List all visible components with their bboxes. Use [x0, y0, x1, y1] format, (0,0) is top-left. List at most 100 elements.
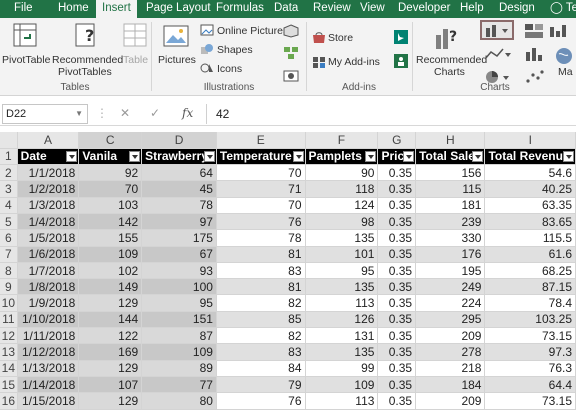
name-box[interactable]: D22 ▼: [2, 104, 88, 124]
cell[interactable]: 1/2/2018: [17, 180, 80, 198]
row-header[interactable]: 4: [0, 197, 18, 214]
cell[interactable]: 1/9/2018: [17, 294, 80, 312]
row-header[interactable]: 7: [0, 246, 18, 263]
cell[interactable]: 122: [78, 327, 143, 345]
cell[interactable]: 78.4: [484, 294, 576, 312]
column-header[interactable]: G: [377, 132, 417, 149]
row-header[interactable]: 14: [0, 360, 18, 377]
cell[interactable]: 115: [415, 180, 486, 198]
cell[interactable]: 78: [141, 197, 217, 214]
cell[interactable]: 0.35: [377, 180, 417, 198]
pivottable-button[interactable]: PivotTable: [2, 54, 51, 66]
tab-data[interactable]: Data: [274, 2, 299, 14]
column-header[interactable]: D: [141, 132, 217, 149]
cell[interactable]: 1/6/2018: [17, 246, 80, 263]
pie-chart-icon[interactable]: [483, 69, 513, 85]
smartart-icon[interactable]: [283, 46, 299, 60]
icons-button[interactable]: Icons: [217, 63, 243, 75]
formula-input[interactable]: 42: [216, 107, 230, 121]
cell[interactable]: 295: [415, 311, 486, 329]
bing-maps-icon[interactable]: [394, 30, 408, 44]
header-cell[interactable]: Total Revenue: [484, 148, 576, 166]
maps-icon[interactable]: [554, 46, 574, 66]
cell[interactable]: 97: [141, 213, 217, 231]
screenshot-icon[interactable]: [283, 68, 299, 82]
tab-insert[interactable]: Insert: [96, 0, 137, 18]
filter-dropdown-icon[interactable]: [563, 150, 574, 162]
filter-dropdown-icon[interactable]: [472, 150, 484, 162]
row-header[interactable]: 15: [0, 376, 18, 394]
cell[interactable]: 129: [78, 360, 143, 377]
maps-button[interactable]: Ma: [558, 66, 573, 78]
cell[interactable]: 83.65: [484, 213, 576, 231]
cell[interactable]: 1/10/2018: [17, 311, 80, 329]
cell[interactable]: 129: [78, 294, 143, 312]
cell[interactable]: 330: [415, 229, 486, 247]
filter-dropdown-icon[interactable]: [203, 150, 215, 162]
cell[interactable]: 184: [415, 376, 486, 394]
tab-home[interactable]: Home: [58, 2, 89, 14]
header-cell[interactable]: Date: [17, 148, 80, 166]
cell[interactable]: 68.25: [484, 262, 576, 280]
cell[interactable]: 124: [305, 197, 379, 214]
cell[interactable]: 1/3/2018: [17, 197, 80, 214]
cell[interactable]: 169: [78, 343, 143, 361]
cell[interactable]: 0.35: [377, 246, 417, 263]
cell[interactable]: 149: [78, 278, 143, 296]
header-cell[interactable]: Vanila: [78, 148, 143, 166]
cell[interactable]: 81: [216, 278, 306, 296]
cell[interactable]: 64.4: [484, 376, 576, 394]
cell[interactable]: 126: [305, 311, 379, 329]
cell[interactable]: 209: [415, 392, 486, 410]
tab-page-layout[interactable]: Page Layout: [146, 2, 211, 14]
column-header[interactable]: I: [484, 132, 576, 149]
tab-formulas[interactable]: Formulas: [216, 2, 264, 14]
recommended-pivottables-button[interactable]: Recommended: [52, 54, 124, 66]
cell[interactable]: 0.35: [377, 360, 417, 377]
recommended-pivottables-icon[interactable]: ?: [75, 23, 99, 47]
row-header[interactable]: 2: [0, 164, 18, 182]
row-header[interactable]: 12: [0, 327, 18, 345]
cell[interactable]: 135: [305, 229, 379, 247]
cell[interactable]: 278: [415, 343, 486, 361]
people-graph-icon[interactable]: [394, 54, 408, 68]
cell[interactable]: 1/13/2018: [17, 360, 80, 377]
cell[interactable]: 176: [415, 246, 486, 263]
header-cell[interactable]: Temperature: [216, 148, 306, 166]
cell[interactable]: 113: [305, 392, 379, 410]
cell[interactable]: 84: [216, 360, 306, 377]
cell[interactable]: 67: [141, 246, 217, 263]
header-cell[interactable]: Pamplets: [305, 148, 379, 166]
cell[interactable]: 76: [216, 213, 306, 231]
row-header[interactable]: 11: [0, 311, 18, 329]
filter-dropdown-icon[interactable]: [129, 150, 141, 162]
cell[interactable]: 131: [305, 327, 379, 345]
cell[interactable]: 0.35: [377, 343, 417, 361]
cell[interactable]: 209: [415, 327, 486, 345]
cell[interactable]: 54.6: [484, 164, 576, 182]
cell[interactable]: 135: [305, 278, 379, 296]
cell[interactable]: 103.25: [484, 311, 576, 329]
cell[interactable]: 107: [78, 376, 143, 394]
cell[interactable]: 40.25: [484, 180, 576, 198]
hierarchy-chart-icon[interactable]: [524, 23, 546, 39]
row-header[interactable]: 9: [0, 278, 18, 296]
cell[interactable]: 77: [141, 376, 217, 394]
cell[interactable]: 102: [78, 262, 143, 280]
cell[interactable]: 109: [78, 246, 143, 263]
cell[interactable]: 82: [216, 327, 306, 345]
cell[interactable]: 0.35: [377, 294, 417, 312]
row-header[interactable]: 13: [0, 343, 18, 361]
scatter-chart-icon[interactable]: [524, 69, 546, 85]
row-header[interactable]: 16: [0, 392, 18, 410]
cell[interactable]: 1/1/2018: [17, 164, 80, 182]
cell[interactable]: 82: [216, 294, 306, 312]
cell[interactable]: 1/4/2018: [17, 213, 80, 231]
cell[interactable]: 63.35: [484, 197, 576, 214]
cell[interactable]: 70: [78, 180, 143, 198]
cell[interactable]: 0.35: [377, 278, 417, 296]
cell[interactable]: 64: [141, 164, 217, 182]
row-header[interactable]: 5: [0, 213, 18, 231]
column-header[interactable]: H: [415, 132, 486, 149]
row-header[interactable]: 3: [0, 180, 18, 198]
